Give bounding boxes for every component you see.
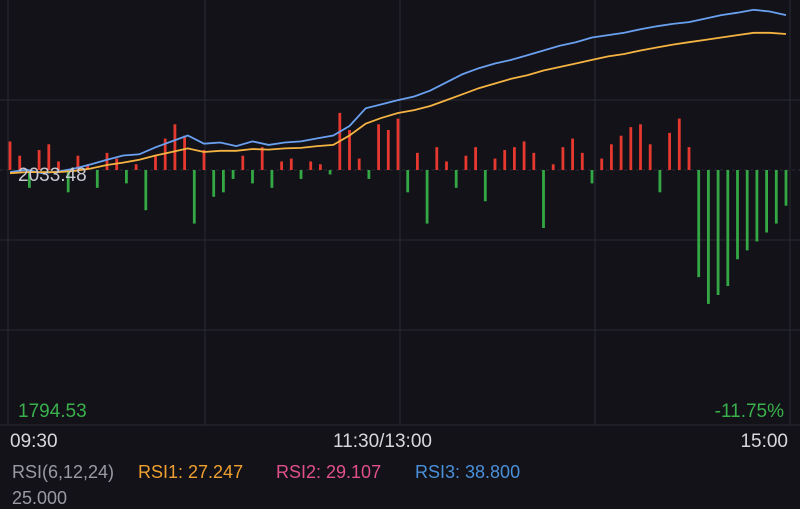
- up-bar: [677, 118, 681, 170]
- low-price-label: 1794.53: [18, 401, 87, 422]
- up-bar: [76, 155, 80, 170]
- up-bar: [37, 150, 41, 170]
- down-bar: [454, 170, 458, 188]
- time-label-open: 09:30: [10, 431, 58, 452]
- up-bar: [260, 147, 264, 170]
- down-bar: [707, 170, 710, 304]
- up-bar: [513, 147, 516, 170]
- down-bar: [406, 170, 410, 193]
- chart-grid: [0, 0, 800, 426]
- down-bar: [765, 170, 768, 233]
- down-bar: [716, 170, 720, 295]
- up-bar: [610, 144, 613, 170]
- up-bar: [445, 161, 448, 170]
- down-bar: [144, 170, 148, 211]
- up-bar: [532, 152, 536, 170]
- up-bar: [561, 147, 565, 170]
- baseline-price-label: 2033.48: [18, 165, 87, 186]
- up-bar: [522, 141, 526, 170]
- up-bar: [464, 155, 468, 170]
- up-bar: [619, 135, 623, 170]
- down-bar: [736, 170, 739, 260]
- down-bar: [231, 170, 235, 179]
- down-bar: [95, 170, 99, 188]
- up-bar: [396, 118, 400, 170]
- up-bar: [18, 155, 22, 170]
- up-bar: [86, 164, 89, 170]
- down-bar: [425, 170, 429, 224]
- down-bar: [299, 170, 303, 179]
- up-bar: [319, 164, 322, 170]
- up-bar: [8, 141, 12, 170]
- rsi2-value: RSI2: 29.107: [276, 462, 382, 482]
- down-bar: [367, 170, 371, 179]
- down-bar: [125, 170, 128, 184]
- up-bar: [503, 150, 507, 170]
- up-bar: [629, 127, 633, 170]
- up-bar: [173, 124, 177, 170]
- down-bar: [192, 170, 196, 224]
- up-bar: [386, 130, 390, 170]
- down-bar: [222, 170, 225, 193]
- down-bar: [774, 170, 778, 224]
- down-bar: [542, 170, 545, 229]
- up-bar: [47, 144, 51, 170]
- up-bar: [309, 161, 313, 170]
- down-bar: [251, 170, 254, 184]
- up-bar: [183, 135, 186, 170]
- down-bar: [28, 170, 31, 188]
- down-bar: [328, 170, 332, 175]
- up-bar: [202, 150, 206, 170]
- down-bar: [784, 170, 788, 206]
- up-bar: [639, 124, 642, 170]
- up-bar: [474, 147, 477, 170]
- up-bar: [134, 164, 138, 170]
- rsi1-value: RSI1: 27.247: [138, 462, 244, 482]
- down-bar: [270, 170, 274, 188]
- down-bar: [590, 170, 594, 184]
- up-bar: [241, 155, 245, 170]
- time-label-close: 15:00: [740, 431, 788, 452]
- up-bar: [668, 132, 671, 170]
- up-bar: [580, 152, 584, 170]
- up-bar: [687, 147, 691, 170]
- up-bar: [571, 138, 574, 170]
- up-bar: [280, 161, 283, 170]
- up-bar: [416, 152, 419, 170]
- up-bar: [435, 147, 439, 170]
- average-price-line: [9, 31, 787, 175]
- up-bar: [377, 124, 380, 170]
- rsi-scale-value: 25.000: [12, 488, 68, 508]
- down-bar: [755, 170, 759, 242]
- down-bar: [658, 170, 662, 193]
- price-lines: [9, 8, 787, 175]
- low-percent-label: -11.75%: [714, 401, 784, 422]
- time-label-midday: 11:30/13:00: [333, 431, 432, 452]
- down-bar: [483, 170, 487, 202]
- up-bar: [348, 130, 351, 170]
- down-bar: [745, 170, 749, 251]
- up-bar: [289, 158, 293, 170]
- rsi-indicator-name[interactable]: RSI(6,12,24): [12, 462, 115, 482]
- down-bar: [697, 170, 701, 278]
- rsi3-value: RSI3: 38.800: [415, 462, 521, 482]
- up-bar: [154, 155, 157, 170]
- up-bar: [600, 158, 604, 170]
- volume-bars: [8, 112, 788, 304]
- up-bar: [648, 144, 652, 170]
- down-bar: [66, 170, 70, 193]
- down-bar: [726, 170, 730, 287]
- up-bar: [357, 158, 361, 170]
- down-bar: [212, 170, 216, 197]
- up-bar: [105, 152, 109, 170]
- price-line: [9, 8, 787, 175]
- up-bar: [57, 161, 60, 170]
- up-bar: [551, 164, 555, 170]
- up-bar: [493, 158, 497, 170]
